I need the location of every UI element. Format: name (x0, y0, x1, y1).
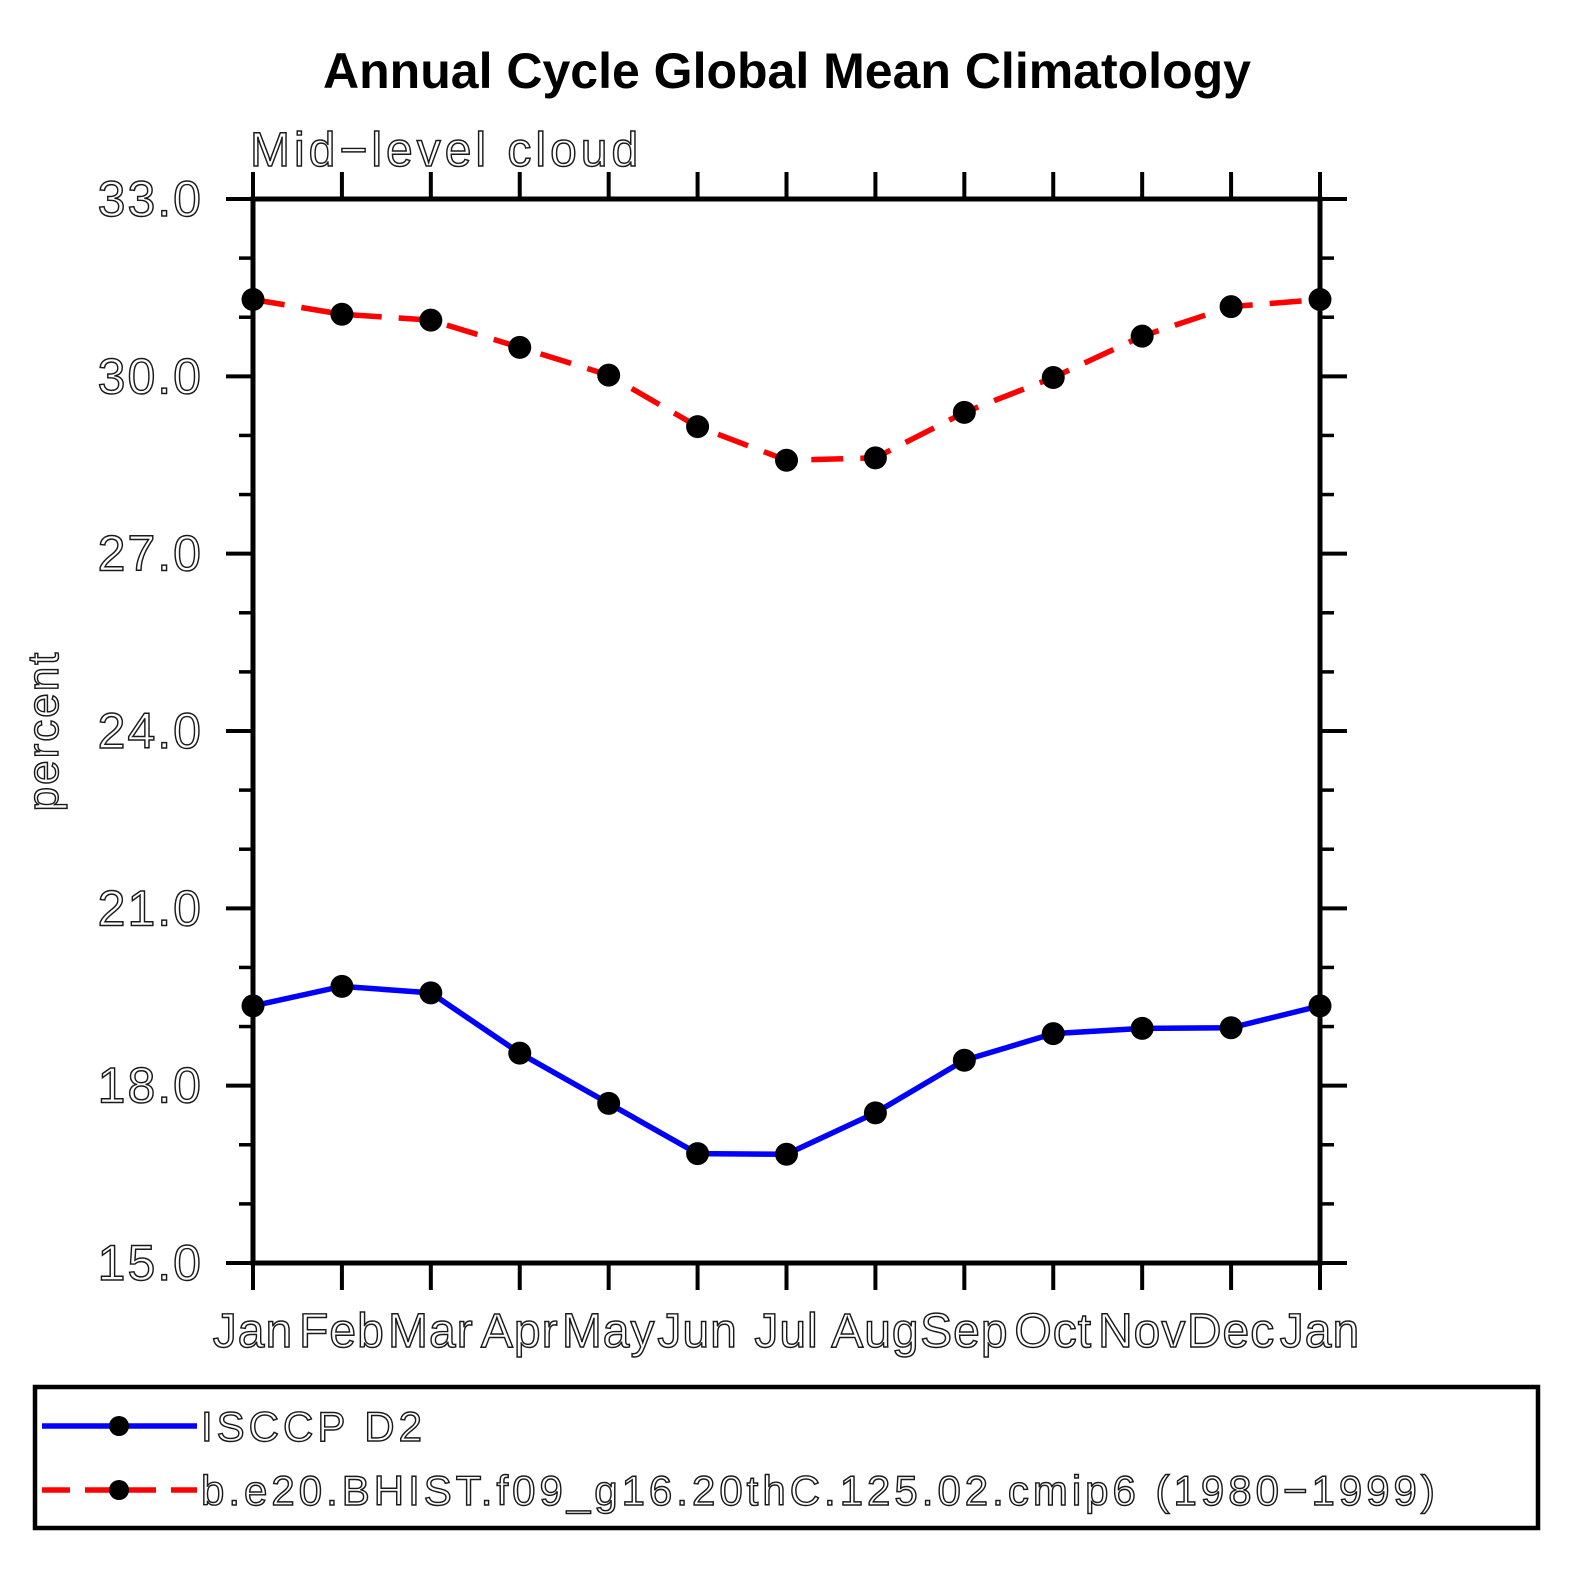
series-layer (241, 287, 1332, 1166)
x-tick-label: May (562, 1305, 656, 1358)
x-tick-labels: Jan Feb Mar Apr May Jun Jul Aug Sep Oct Nov Dec Jan (212, 1304, 1360, 1358)
data-point-marker (952, 1048, 976, 1072)
x-tick-label: Jan (213, 1305, 293, 1358)
y-tick-label: 18.0 (98, 1058, 203, 1114)
y-tick-label: 30.0 (98, 348, 203, 404)
data-point-marker (686, 415, 710, 439)
data-point-marker (1041, 366, 1065, 390)
legend-sample-marker-0 (109, 1416, 129, 1436)
legend-label-1: b.e20.BHIST.f09_g16.20thC.125.02.cmip6 (… (201, 1467, 1439, 1514)
chart-subtitle: Mid−level cloud (250, 124, 642, 177)
data-point-marker (330, 302, 354, 326)
data-point-marker (863, 446, 887, 470)
data-point-marker (775, 1142, 798, 1166)
y-tick-label: 27.0 (98, 526, 203, 582)
data-point-marker (1041, 1022, 1065, 1046)
data-point-marker (1219, 295, 1243, 319)
x-tick-label: Aug (831, 1305, 919, 1358)
data-point-marker (1130, 1016, 1154, 1040)
data-point-marker (863, 1101, 887, 1125)
x-tick-label: Nov (1098, 1305, 1186, 1358)
x-tick-label: Feb (299, 1305, 385, 1358)
y-tick-label: 21.0 (98, 880, 203, 936)
data-point-marker (952, 400, 976, 424)
y-tick-labels: 33.0 30.0 27.0 24.0 21.0 18.0 15.0 (97, 170, 203, 1291)
data-point-marker (597, 1091, 621, 1115)
x-tick-label: Sep (920, 1305, 1008, 1358)
legend-rows: ISCCP D2 b.e20.BHIST.f09_g16.20thC.125.02… (42, 1402, 1439, 1515)
x-tick-label: Mar (388, 1305, 474, 1358)
legend: ISCCP D2 b.e20.BHIST.f09_g16.20thC.125.02… (32, 1384, 1541, 1531)
data-point-marker (1130, 324, 1154, 348)
x-tick-label: Dec (1187, 1305, 1275, 1358)
x-tick-label: Oct (1014, 1305, 1092, 1358)
data-point-marker (597, 363, 621, 387)
plot-frame (250, 196, 1323, 1266)
x-tick-label: Jul (754, 1305, 818, 1358)
y-tick-label: 24.0 (98, 703, 203, 759)
x-tick-label: Jun (657, 1305, 737, 1358)
data-point-marker (508, 1041, 532, 1065)
chart-title: Annual Cycle Global Mean Climatology (323, 43, 1251, 99)
axis-ticks (226, 172, 1347, 1290)
legend-label-0: ISCCP D2 (201, 1403, 426, 1450)
data-point-marker (775, 448, 798, 472)
x-tick-label: Jan (1280, 1305, 1360, 1358)
data-point-marker (508, 335, 532, 359)
legend-sample-marker-1 (109, 1480, 129, 1500)
series-line-0 (252, 983, 1321, 1157)
y-axis-title: percent (19, 651, 68, 812)
data-point-marker (419, 981, 443, 1005)
y-tick-label: 15.0 (98, 1235, 203, 1291)
data-point-marker (330, 974, 354, 998)
data-point-marker (419, 308, 443, 332)
data-point-marker (686, 1142, 710, 1166)
series-line-1 (252, 296, 1321, 464)
legend-box (32, 1384, 1541, 1531)
y-tick-label: 33.0 (98, 171, 203, 227)
x-tick-label: Apr (481, 1305, 559, 1358)
data-point-marker (1219, 1016, 1243, 1040)
